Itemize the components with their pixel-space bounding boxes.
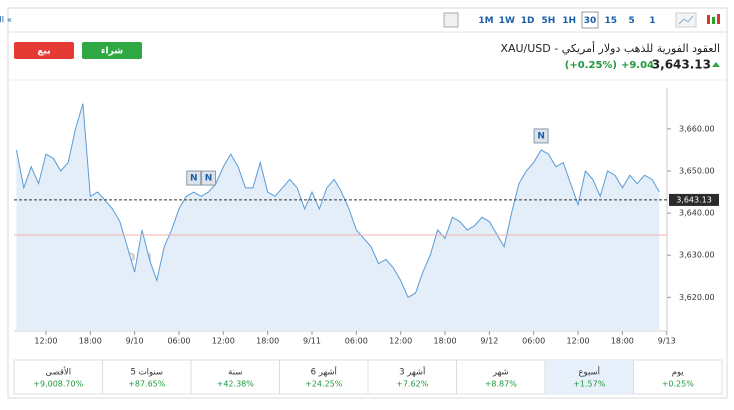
period-change[interactable]: +0.25% [662,380,695,389]
price: 3,643.13 [652,58,711,72]
news-label[interactable]: N [205,174,213,184]
x-tick-label: 18:00 [611,337,634,346]
period-label[interactable]: أسبوع [578,366,600,378]
sell-label[interactable]: بيع [37,47,50,57]
period-label[interactable]: يوم [672,368,685,378]
x-tick-label: 18:00 [433,337,456,346]
period-label[interactable]: 3 أشهر [399,366,425,378]
news-marker[interactable] [186,170,202,186]
period-change[interactable]: +8.87% [485,380,518,389]
period-label[interactable]: 6 أشهر [311,366,337,378]
last-price-box [669,193,719,206]
settings-icon[interactable] [443,12,459,28]
news-marker[interactable] [533,128,549,144]
x-tick-label: 18:00 [256,337,279,346]
period-change[interactable]: +1.57% [573,380,606,389]
x-tick-label: 06:00 [345,337,368,346]
y-tick-label: 3,620.00 [679,293,715,302]
period-label[interactable]: 5 سنوات [130,368,163,378]
y-tick-label: 3,660.00 [679,124,715,133]
interval[interactable]: 1 [649,16,655,26]
news-marker[interactable] [201,170,217,186]
period-change[interactable]: +87.65% [128,380,166,389]
y-tick-label: 3,650.00 [679,167,715,176]
x-tick-label: 9/13 [658,337,676,346]
period-change[interactable]: +24.25% [305,380,343,389]
period-label[interactable]: شهر [492,368,509,378]
change-pct: (+0.25%) [565,60,617,71]
price-line [15,103,660,299]
change: +9.04 [621,60,654,71]
x-tick-label: 12:00 [34,337,57,346]
up-arrow [712,62,720,67]
period-selected [545,360,634,394]
news-label[interactable]: N [190,174,198,184]
period-label[interactable]: سنة [228,368,242,378]
chart-link[interactable]: » الرسم البياني الفني [0,16,12,26]
buy-label[interactable]: شراء [101,47,123,57]
x-tick-label: 06:00 [167,337,190,346]
instrument-title: XAU/USD - العقود الفورية للذهب دولار أمر… [500,41,720,55]
interval[interactable]: 5H [542,16,556,26]
area [16,103,660,331]
interval[interactable]: 1D [521,16,535,26]
x-tick-label: 9/10 [126,337,144,346]
candle-icon[interactable] [707,14,720,24]
y-tick-label: 3,630.00 [679,251,715,260]
last-price-label: 3,643.13 [676,195,712,204]
interval[interactable]: 1W [499,16,515,26]
buy-button[interactable] [82,42,142,59]
interval[interactable]: 1H [562,16,576,26]
x-tick-label: 12:00 [212,337,235,346]
line-icon [678,15,694,25]
sell-button[interactable] [14,42,74,59]
x-tick-label: 06:00 [522,337,545,346]
x-tick-label: 12:00 [567,337,590,346]
x-tick-label: 12:00 [389,337,412,346]
interval[interactable]: 30 [584,16,597,26]
interval-selected[interactable] [581,11,599,29]
period-change[interactable]: +9,008.70% [33,380,83,389]
x-tick-label: 9/11 [303,337,321,346]
period-change[interactable]: +7.62% [396,380,429,389]
x-tick-label: 18:00 [79,337,102,346]
interval[interactable]: 5 [628,16,634,26]
news-label[interactable]: N [537,131,545,141]
period-label[interactable]: الأقصى [45,367,71,378]
x-tick-label: 9/12 [480,337,498,346]
interval[interactable]: 1M [478,16,493,26]
y-tick-label: 3,640.00 [679,209,715,218]
interval[interactable]: 15 [605,16,618,26]
period-change[interactable]: +42.38% [217,380,255,389]
